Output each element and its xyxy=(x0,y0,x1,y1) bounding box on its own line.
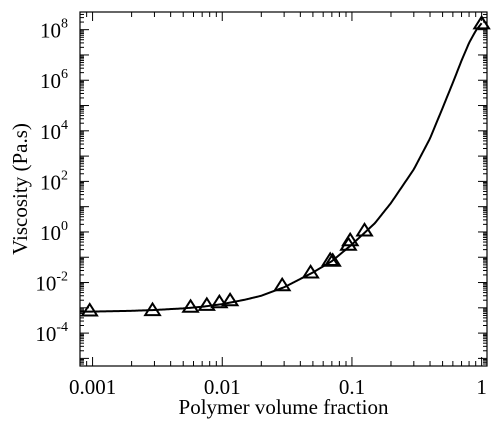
y-tick-label: 100 xyxy=(40,219,68,245)
fit-curve-line xyxy=(79,22,483,313)
data-point xyxy=(341,231,360,247)
data-point xyxy=(220,291,240,307)
y-tick-label: 10-2 xyxy=(35,270,68,296)
data-point xyxy=(181,298,200,313)
data-point xyxy=(197,296,216,311)
data-point xyxy=(355,222,374,237)
y-tick-label: 10-4 xyxy=(35,320,68,346)
axis-ticks xyxy=(79,11,487,366)
y-axis-title: Viscosity (Pa.s) xyxy=(8,123,32,255)
y-tick-label: 106 xyxy=(40,67,68,93)
data-point xyxy=(301,264,320,279)
x-tick-label: 0.001 xyxy=(69,375,116,399)
data-point xyxy=(80,302,99,317)
x-tick-label: 1 xyxy=(476,375,487,399)
data-point xyxy=(323,252,342,267)
x-axis-title: Polymer volume fraction xyxy=(179,395,389,419)
x-tick-label: 0.01 xyxy=(204,375,241,399)
data-point xyxy=(143,301,162,317)
data-point xyxy=(273,276,292,292)
x-tick-label: 0.1 xyxy=(339,375,365,399)
data-markers xyxy=(80,14,491,317)
tick-labels: 0.001 0.01 0.1 1 10-4 10-2 100 102 104 106 108 xyxy=(35,17,487,399)
plot-frame xyxy=(79,11,488,367)
y-tick-label: 108 xyxy=(40,17,68,43)
y-tick-label: 102 xyxy=(40,168,68,194)
data-point xyxy=(472,14,491,30)
y-tick-label: 104 xyxy=(40,118,68,144)
data-point xyxy=(210,293,229,309)
